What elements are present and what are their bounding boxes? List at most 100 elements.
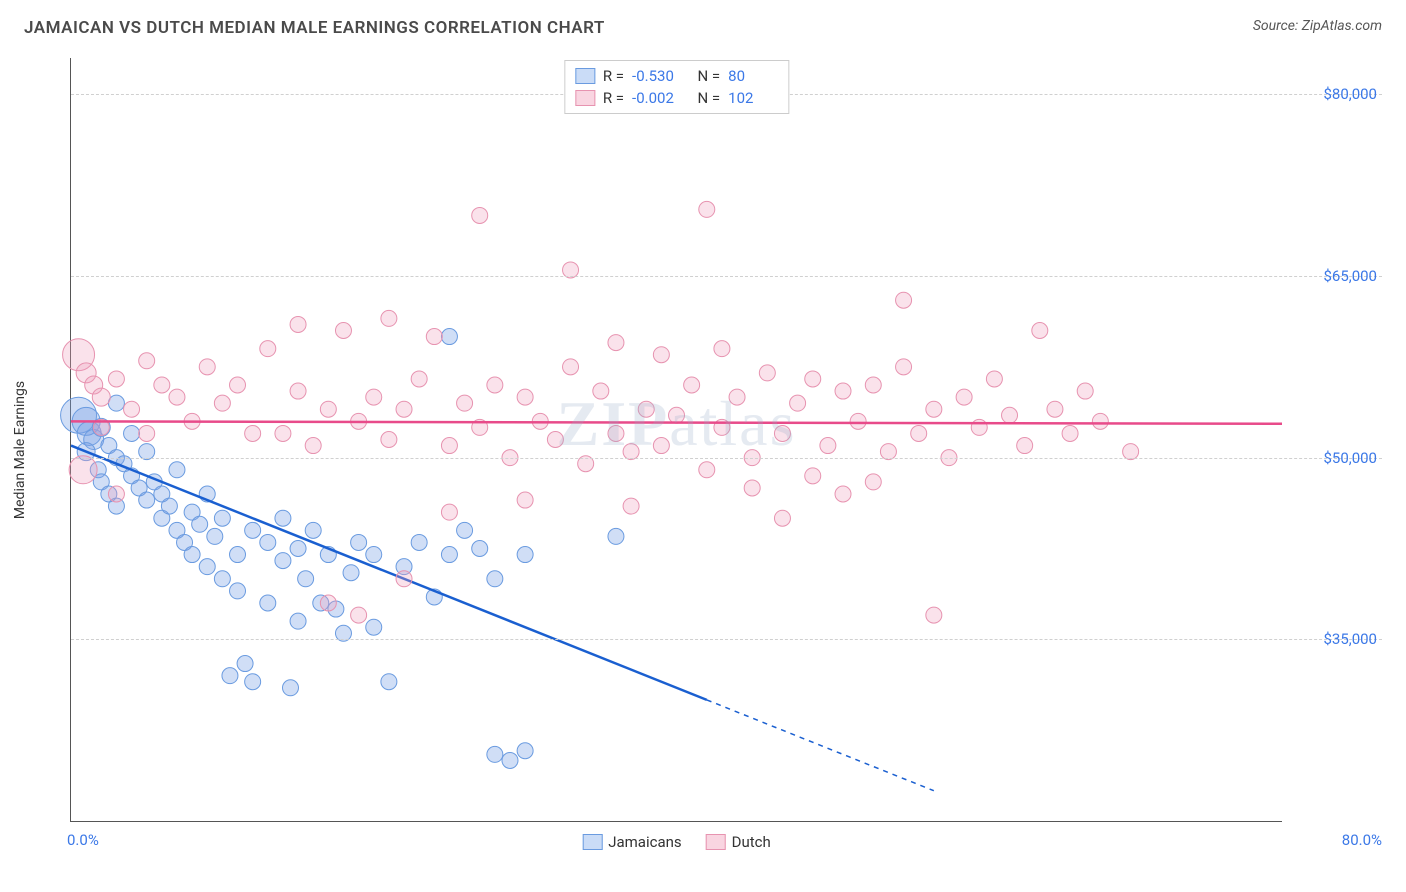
scatter-point [623, 498, 639, 514]
scatter-point [237, 656, 253, 672]
scatter-point [517, 743, 533, 759]
scatter-point [669, 407, 685, 423]
scatter-point [699, 462, 715, 478]
yaxis-title: Median Male Earnings [12, 381, 28, 519]
correlation-row: R = -0.530 N = 80 [575, 65, 778, 87]
scatter-point [381, 310, 397, 326]
scatter-point [472, 541, 488, 557]
scatter-point [593, 383, 609, 399]
scatter-point [139, 425, 155, 441]
scatter-point [487, 377, 503, 393]
scatter-point [790, 395, 806, 411]
ytick-label: $50,000 [1287, 449, 1377, 467]
scatter-point [744, 480, 760, 496]
scatter-point [381, 432, 397, 448]
scatter-point [1047, 401, 1063, 417]
scatter-point [850, 413, 866, 429]
scatter-point [820, 438, 836, 454]
chart-title: JAMAICAN VS DUTCH MEDIAN MALE EARNINGS C… [24, 18, 605, 38]
scatter-point [547, 432, 563, 448]
scatter-point [926, 401, 942, 417]
scatter-point [653, 347, 669, 363]
scatter-point [124, 401, 140, 417]
scatter-point [1077, 383, 1093, 399]
scatter-point [896, 359, 912, 375]
plot-area: ZIPatlas R = -0.530 N = 80R = -0.002 N =… [70, 58, 1282, 822]
scatter-point [222, 668, 238, 684]
scatter-point [638, 401, 654, 417]
scatter-point [169, 462, 185, 478]
scatter-point [298, 571, 314, 587]
scatter-point [911, 425, 927, 441]
scatter-point [441, 329, 457, 345]
scatter-point [1062, 425, 1078, 441]
legend-label: Dutch [732, 833, 771, 851]
scatter-point [502, 752, 518, 768]
scatter-point [260, 534, 276, 550]
gridline [71, 276, 1382, 277]
scatter-point [1092, 413, 1108, 429]
scatter-point [199, 559, 215, 575]
scatter-point [230, 547, 246, 563]
scatter-point [335, 323, 351, 339]
scatter-point [971, 419, 987, 435]
scatter-point [124, 425, 140, 441]
scatter-point [245, 425, 261, 441]
scatter-point [290, 316, 306, 332]
scatter-point [92, 388, 110, 406]
scatter-point [305, 438, 321, 454]
scatter-point [487, 746, 503, 762]
scatter-point [411, 534, 427, 550]
scatter-point [245, 674, 261, 690]
legend-swatch [582, 834, 602, 850]
correlation-legend: R = -0.530 N = 80R = -0.002 N = 102 [564, 60, 789, 114]
scatter-point [608, 425, 624, 441]
ytick-label: $65,000 [1287, 267, 1377, 285]
scatter-point [214, 510, 230, 526]
scatter-point [1017, 438, 1033, 454]
scatter-point [653, 438, 669, 454]
scatter-point [108, 486, 124, 502]
series-legend: Jamaicans Dutch [582, 833, 771, 851]
trend-line-extrapolated [707, 700, 934, 791]
scatter-point [487, 571, 503, 587]
scatter-point [396, 401, 412, 417]
scatter-point [275, 553, 291, 569]
scatter-point [396, 571, 412, 587]
scatter-point [366, 619, 382, 635]
scatter-point [1032, 323, 1048, 339]
scatter-point [441, 438, 457, 454]
n-value: 102 [728, 89, 778, 107]
scatter-point [441, 547, 457, 563]
scatter-point [230, 583, 246, 599]
legend-item: Jamaicans [582, 833, 681, 851]
scatter-point [835, 486, 851, 502]
scatter-point [214, 395, 230, 411]
scatter-point [230, 377, 246, 393]
n-label: N = [690, 67, 720, 85]
scatter-point [192, 516, 208, 532]
scatter-point [956, 389, 972, 405]
r-value: -0.530 [632, 67, 682, 85]
scatter-point [305, 522, 321, 538]
scatter-point [774, 425, 790, 441]
scatter-point [343, 565, 359, 581]
scatter-point [805, 371, 821, 387]
scatter-point [275, 425, 291, 441]
scatter-point [563, 359, 579, 375]
r-value: -0.002 [632, 89, 682, 107]
scatter-point [161, 498, 177, 514]
gridline [71, 458, 1382, 459]
scatter-point [199, 359, 215, 375]
scatter-point [1002, 407, 1018, 423]
scatter-point [290, 613, 306, 629]
correlation-row: R = -0.002 N = 102 [575, 87, 778, 109]
scatter-point [472, 207, 488, 223]
legend-item: Dutch [706, 833, 771, 851]
scatter-point [154, 377, 170, 393]
scatter-point [366, 389, 382, 405]
scatter-point [926, 607, 942, 623]
scatter-point [805, 468, 821, 484]
scatter-point [608, 335, 624, 351]
n-label: N = [690, 89, 720, 107]
